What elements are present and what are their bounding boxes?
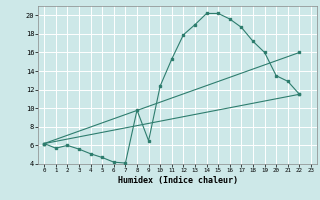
X-axis label: Humidex (Indice chaleur): Humidex (Indice chaleur)	[118, 176, 238, 185]
